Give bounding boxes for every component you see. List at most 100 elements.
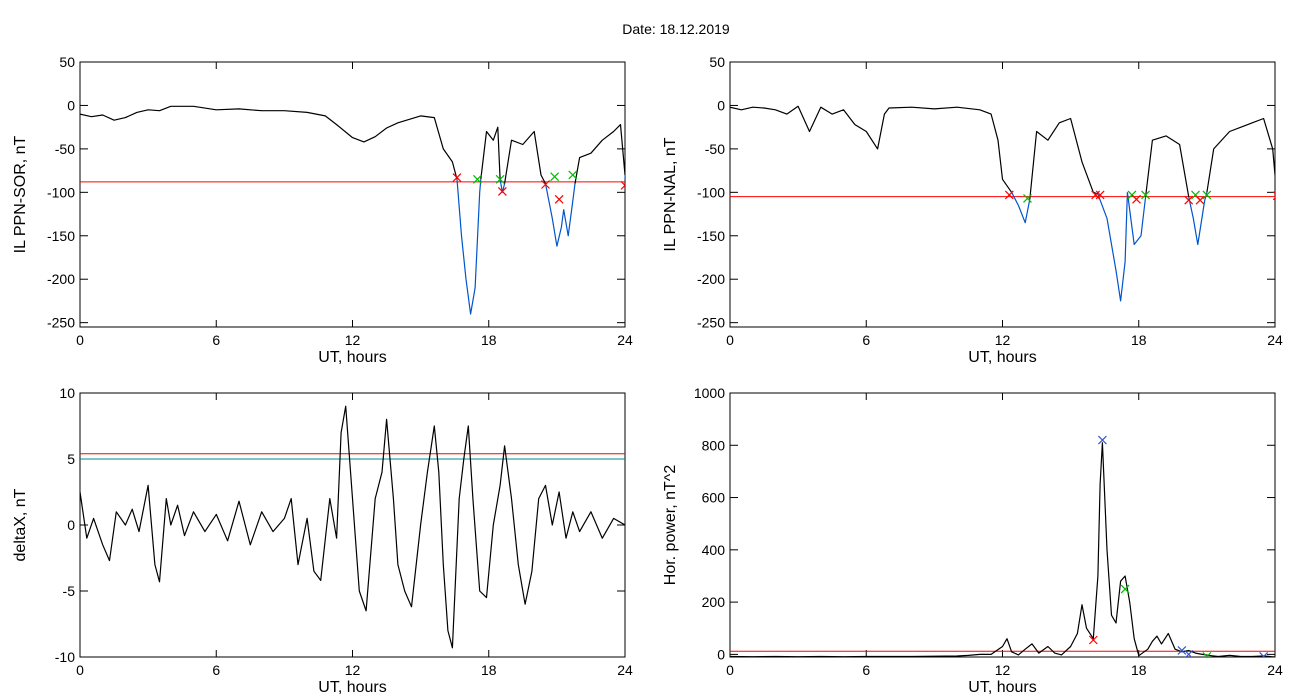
marker-point (1097, 435, 1107, 445)
marker-point (452, 173, 462, 182)
x-axis-label: UT, hours (968, 679, 1036, 696)
series-line (504, 130, 547, 184)
x-tick-label: 6 (212, 332, 220, 348)
plot-frame (79, 392, 626, 658)
series-line (480, 126, 501, 180)
y-tick-label: 200 (702, 594, 726, 610)
plot-content (80, 405, 625, 649)
marker-point (541, 180, 550, 189)
series-line (1011, 192, 1031, 224)
page-title: Date: 18.12.2019 (622, 21, 730, 37)
chart-panel-2: 0 6 12 18 24 50 0 -50 -100 -150 -200 -250 UT, hours I… (662, 54, 1283, 366)
marker-point (568, 170, 578, 180)
marker-point (1184, 195, 1194, 205)
series-line (80, 405, 625, 649)
marker-point (1184, 649, 1194, 657)
y-tick-label: -250 (47, 315, 75, 331)
x-tick-label: 0 (726, 332, 734, 348)
series-line (624, 175, 625, 182)
marker-point (1004, 190, 1014, 200)
series-line (730, 442, 1275, 657)
x-tick-label: 24 (1267, 332, 1283, 348)
marker-point (550, 172, 560, 182)
y-tick-label: -5 (63, 583, 76, 599)
y-tick-label: -250 (697, 315, 725, 331)
series-line (80, 105, 458, 180)
marker-point (626, 169, 634, 177)
y-axis-label: deltaX, nT (12, 488, 29, 561)
y-tick-label: -50 (55, 141, 75, 157)
marker-point (554, 194, 564, 204)
y-axis-label: Hor. power, nT^2 (662, 465, 679, 586)
marker-point (1120, 584, 1130, 594)
y-tick-label: 0 (717, 646, 725, 662)
x-tick-label: 18 (1131, 662, 1147, 678)
x-tick-label: 18 (1131, 332, 1147, 348)
x-tick-label: 0 (76, 332, 84, 348)
x-tick-label: 6 (212, 662, 220, 678)
plot-frame (729, 392, 1276, 658)
series-line (1206, 117, 1275, 193)
y-tick-label: 5 (67, 451, 75, 467)
y-tick-label: 800 (702, 437, 726, 453)
marker-point (1259, 652, 1269, 657)
y-tick-label: 1000 (694, 385, 725, 401)
x-axis-label: UT, hours (318, 349, 386, 366)
plot-frame (729, 61, 1276, 328)
series-line (1277, 184, 1282, 201)
marker-point (497, 187, 507, 196)
y-tick-label: 0 (67, 517, 75, 533)
plot-content (730, 105, 1282, 302)
series-line (1145, 135, 1190, 197)
x-tick-label: 12 (345, 332, 361, 348)
marker-point (1202, 190, 1212, 200)
x-tick-label: 24 (1267, 662, 1283, 678)
marker-point (495, 174, 505, 184)
x-tick-label: 12 (995, 332, 1011, 348)
marker-point (1202, 652, 1212, 657)
y-axis-label: IL PPN-SOR, nT (12, 135, 29, 253)
x-tick-label: 24 (617, 662, 633, 678)
y-tick-label: 400 (702, 542, 726, 558)
y-tick-label: 0 (67, 97, 75, 113)
y-tick-label: 50 (59, 54, 75, 70)
y-tick-label: 50 (709, 54, 725, 70)
y-tick-label: 10 (59, 385, 75, 401)
series-line (544, 183, 576, 247)
marker-point (1088, 635, 1098, 645)
plot-content (730, 435, 1275, 657)
series-line (1029, 117, 1099, 200)
chart-panel-1: 0 6 12 18 24 50 0 -50 -100 -150 -200 -250 UT, hours I… (12, 54, 634, 366)
y-axis-label: IL PPN-NAL, nT (662, 137, 679, 251)
x-tick-label: 6 (862, 332, 870, 348)
marker-point (1195, 195, 1205, 205)
marker-point (1141, 190, 1150, 200)
plot-frame (79, 61, 626, 328)
y-tick-label: -200 (697, 271, 725, 287)
series-line (730, 105, 1013, 193)
series-line (574, 124, 625, 184)
marker-point (1272, 191, 1275, 201)
x-axis-label: UT, hours (968, 349, 1036, 366)
x-tick-label: 18 (481, 662, 497, 678)
marker-point (1132, 194, 1141, 204)
x-tick-label: 0 (726, 662, 734, 678)
y-tick-label: -100 (697, 184, 725, 200)
x-tick-label: 6 (862, 662, 870, 678)
series-line (456, 179, 482, 315)
series-line (1188, 192, 1208, 246)
marker-point (1177, 646, 1187, 655)
marker-point (1095, 190, 1105, 200)
chart-panel-3: 0 6 12 18 24 10 5 0 -5 -10 UT, hours deltaX, nT (12, 385, 633, 696)
plot-content (80, 105, 634, 315)
y-tick-label: 600 (702, 490, 726, 506)
marker-point (620, 180, 625, 190)
y-tick-label: -150 (47, 228, 75, 244)
series-line (1097, 192, 1128, 302)
y-tick-label: -10 (55, 649, 75, 665)
marker-point (1023, 193, 1032, 203)
x-axis-label: UT, hours (318, 679, 386, 696)
y-tick-label: -150 (697, 228, 725, 244)
